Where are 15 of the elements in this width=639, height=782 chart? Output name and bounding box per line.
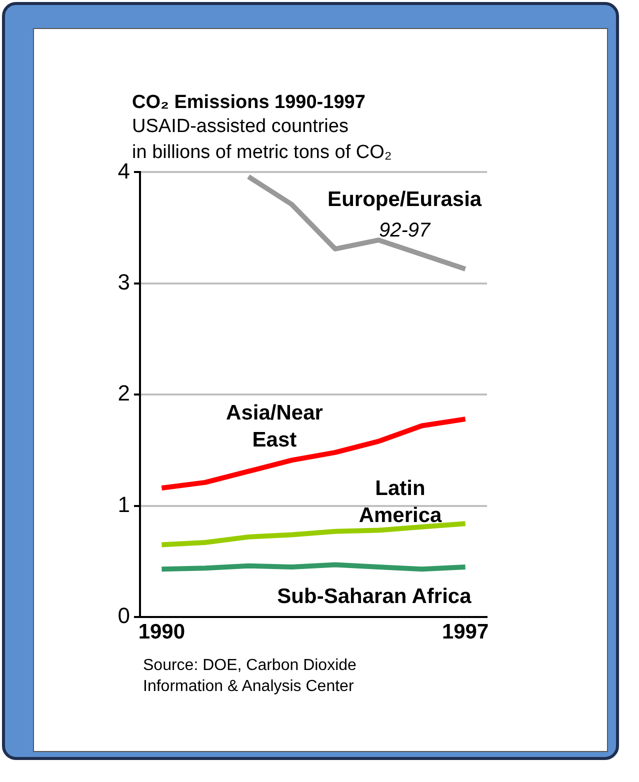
y-tick-label: 0 — [118, 603, 130, 628]
series-label: Europe/Eurasia — [328, 188, 482, 211]
y-tick-label: 3 — [118, 269, 130, 294]
x-tick-label: 1997 — [442, 620, 489, 644]
y-tick-label: 4 — [118, 158, 130, 184]
annotation: 92-97 — [379, 220, 432, 242]
series-label: Asia/Near East — [226, 401, 323, 452]
chart-title: CO₂ Emissions 1990-1997 — [132, 92, 366, 114]
x-tick-label: 1990 — [138, 620, 186, 644]
chart-subtitle: USAID-assisted countries in billions of metric tons of CO₂ — [132, 115, 392, 165]
y-tick-label: 2 — [118, 380, 130, 406]
series-label: Latin America — [358, 476, 442, 527]
y-tick-label: 1 — [118, 492, 130, 517]
source-note: Source: DOE, Carbon Dioxide Information & Analysis Center — [143, 656, 356, 697]
series-label: Sub-Saharan Africa — [277, 584, 472, 608]
